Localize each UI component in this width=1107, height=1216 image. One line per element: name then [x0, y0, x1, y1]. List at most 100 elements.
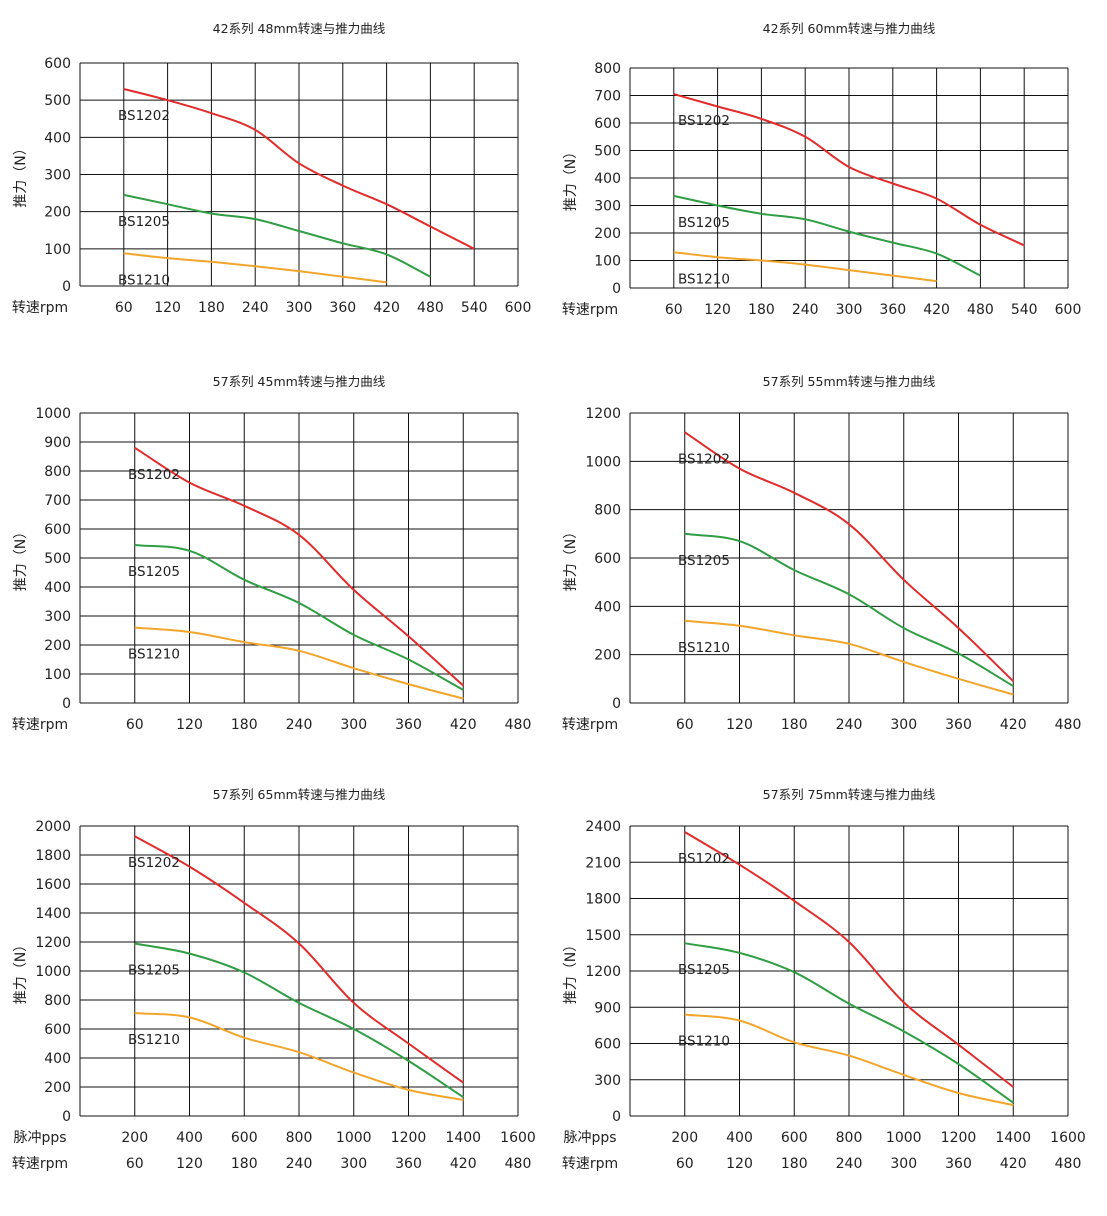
y-axis-label: 推力（N）: [563, 145, 579, 211]
x-axis-name: 脉冲pps: [563, 1130, 616, 1146]
y-tick-label: 1200: [585, 964, 621, 980]
x-tick-label: 200: [671, 1130, 698, 1146]
x-tick-label: 420: [923, 302, 950, 318]
x-tick-label: 120: [154, 300, 181, 316]
chart-panel: 57系列 65mm转速与推力曲线 0 200 400 600 800 1000 1200 140…: [12, 787, 536, 1172]
y-tick-label: 500: [44, 551, 71, 567]
series-label-bs1210: BS1210: [678, 1034, 730, 1050]
x-tick-label: 60: [126, 1156, 144, 1172]
x-tick-label: 1400: [995, 1130, 1031, 1146]
y-tick-label: 700: [44, 493, 71, 509]
x-tick-label: 120: [176, 1156, 203, 1172]
y-tick-label: 600: [594, 116, 621, 132]
y-tick-label: 300: [44, 168, 71, 184]
x-tick-label: 300: [340, 1156, 367, 1172]
y-tick-label: 1000: [585, 454, 621, 470]
x-tick-label: 180: [748, 302, 775, 318]
series-line-bs1202: [134, 835, 464, 1084]
x-tick-label: 300: [890, 717, 917, 733]
x-tick-label: 120: [726, 1156, 753, 1172]
x-axis-name: 转速rpm: [562, 717, 618, 733]
y-tick-label: 400: [594, 171, 621, 187]
x-tick-label: 480: [417, 300, 444, 316]
chart-panel: 42系列 60mm转速与推力曲线 0 100 200 300 400 500 600 700 80…: [562, 21, 1082, 318]
x-tick-label: 60: [676, 717, 694, 733]
x-axis-name: 转速rpm: [562, 302, 618, 318]
y-axis-label: 推力（N）: [563, 938, 579, 1004]
chart-title: 42系列 60mm转速与推力曲线: [763, 21, 936, 36]
x-tick-label: 1000: [336, 1130, 372, 1146]
x-tick-label: 1600: [500, 1130, 536, 1146]
y-tick-label: 400: [44, 130, 71, 146]
series-line-bs1210: [123, 252, 387, 284]
y-tick-label: 200: [44, 638, 71, 654]
x-tick-label: 1200: [941, 1130, 977, 1146]
x-tick-label: 300: [340, 717, 367, 733]
x-tick-label: 240: [286, 717, 313, 733]
chart-panel: 57系列 45mm转速与推力曲线 0 100 200 300 400 500 600 700 80…: [12, 374, 532, 733]
series-line-bs1205: [134, 942, 464, 1099]
series-label-bs1202: BS1202: [678, 451, 730, 467]
x-tick-label: 800: [286, 1130, 313, 1146]
y-tick-label: 1200: [35, 935, 71, 951]
x-tick-label: 480: [1055, 717, 1082, 733]
series-label-bs1210: BS1210: [678, 271, 730, 287]
y-axis-label: 推力（N）: [13, 938, 29, 1004]
y-tick-label: 400: [594, 599, 621, 615]
series-label-bs1205: BS1205: [678, 553, 730, 569]
series-line-bs1205: [134, 544, 464, 691]
y-tick-label: 1200: [585, 406, 621, 422]
series-line-bs1202: [684, 431, 1014, 683]
chart-title: 57系列 45mm转速与推力曲线: [213, 374, 386, 389]
y-tick-label: 400: [44, 1051, 71, 1067]
series-line-bs1202: [123, 88, 475, 250]
x-axis-name: 转速rpm: [12, 300, 68, 316]
x-tick-label: 600: [781, 1130, 808, 1146]
x-tick-label: 180: [781, 717, 808, 733]
x-tick-label: 420: [450, 1156, 477, 1172]
x-tick-label: 300: [836, 302, 863, 318]
y-axis-label: 推力（N）: [563, 525, 579, 591]
x-tick-label: 480: [505, 1156, 532, 1172]
x-tick-label: 180: [781, 1156, 808, 1172]
y-tick-label: 600: [594, 551, 621, 567]
x-tick-label: 600: [1055, 302, 1082, 318]
x-tick-label: 420: [450, 717, 477, 733]
x-tick-label: 120: [176, 717, 203, 733]
y-tick-label: 1800: [585, 892, 621, 908]
y-tick-label: 0: [612, 696, 621, 712]
y-tick-label: 1000: [35, 406, 71, 422]
y-tick-label: 0: [62, 696, 71, 712]
y-tick-label: 600: [44, 522, 71, 538]
chart-panel: 57系列 55mm转速与推力曲线 0 200 400 600 800 1000 1200 推力（…: [562, 374, 1082, 733]
y-tick-label: 100: [44, 667, 71, 683]
y-tick-label: 300: [44, 609, 71, 625]
y-tick-label: 300: [594, 199, 621, 215]
y-tick-label: 100: [44, 242, 71, 258]
y-tick-label: 0: [62, 1109, 71, 1125]
y-tick-label: 200: [594, 226, 621, 242]
x-tick-label: 240: [836, 1156, 863, 1172]
series-line-bs1210: [673, 251, 937, 283]
x-tick-label: 400: [726, 1130, 753, 1146]
y-tick-label: 800: [44, 464, 71, 480]
x-tick-label: 420: [373, 300, 400, 316]
x-tick-label: 360: [945, 717, 972, 733]
x-tick-label: 240: [792, 302, 819, 318]
series-label-bs1210: BS1210: [128, 1032, 180, 1048]
y-tick-label: 800: [594, 61, 621, 77]
chart-title: 42系列 48mm转速与推力曲线: [213, 21, 386, 36]
y-tick-label: 0: [612, 1109, 621, 1125]
x-axis-name: 转速rpm: [12, 1156, 68, 1172]
x-tick-label: 60: [676, 1156, 694, 1172]
x-tick-label: 420: [1000, 1156, 1027, 1172]
y-tick-label: 2400: [585, 819, 621, 835]
series-label-bs1205: BS1205: [118, 214, 170, 230]
x-axis-name: 脉冲pps: [13, 1130, 66, 1146]
x-tick-label: 360: [329, 300, 356, 316]
chart-title: 57系列 55mm转速与推力曲线: [763, 374, 936, 389]
y-tick-label: 600: [44, 1022, 71, 1038]
chart-title: 57系列 75mm转速与推力曲线: [763, 787, 936, 802]
x-tick-label: 1200: [391, 1130, 427, 1146]
series-line-bs1205: [684, 532, 1014, 687]
